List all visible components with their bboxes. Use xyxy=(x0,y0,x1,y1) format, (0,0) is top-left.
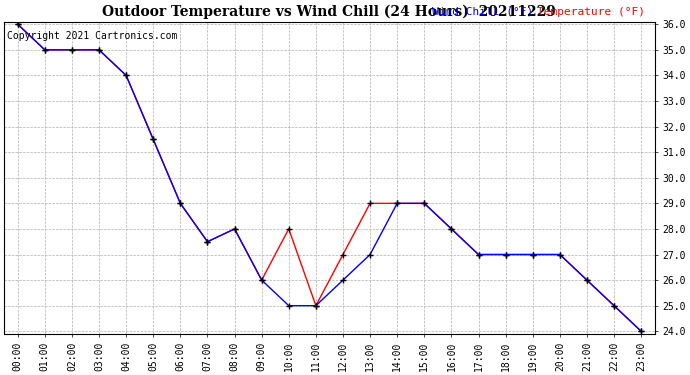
Legend: Wind Chill (°F), Temperature (°F): Wind Chill (°F), Temperature (°F) xyxy=(428,2,649,21)
Title: Outdoor Temperature vs Wind Chill (24 Hours)  20211229: Outdoor Temperature vs Wind Chill (24 Ho… xyxy=(103,5,556,19)
Text: Copyright 2021 Cartronics.com: Copyright 2021 Cartronics.com xyxy=(8,31,178,41)
